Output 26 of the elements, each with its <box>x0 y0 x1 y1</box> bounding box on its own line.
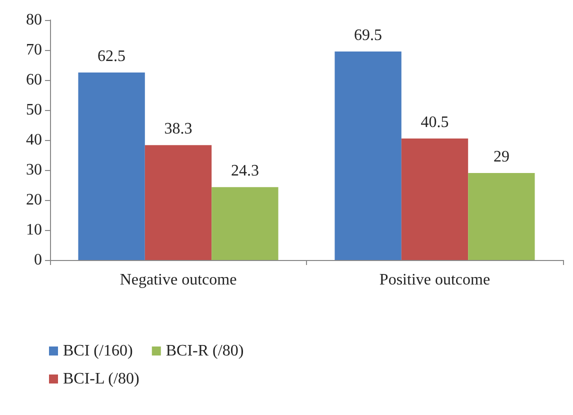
y-tick-label: 60 <box>26 72 42 88</box>
legend-label: BCI (/160) <box>63 342 133 360</box>
bar <box>212 187 278 260</box>
legend-label: BCI-L (/80) <box>63 370 140 388</box>
bar <box>468 173 535 260</box>
y-tick-label: 10 <box>26 222 42 238</box>
y-tick-label: 70 <box>26 42 42 58</box>
data-label: 29 <box>493 148 510 166</box>
data-label: 62.5 <box>98 48 126 65</box>
data-label: 24.3 <box>230 162 259 180</box>
x-tick-label: Positive outcome <box>379 272 490 288</box>
data-label: 69.5 <box>354 27 382 44</box>
y-tick-label: 20 <box>26 192 42 208</box>
bar <box>334 52 402 260</box>
data-label: 38.3 <box>164 120 192 138</box>
y-tick-label: 80 <box>26 12 42 28</box>
bar <box>144 145 212 260</box>
legend-label: BCI-R (/80) <box>166 342 244 360</box>
y-tick-label: 50 <box>26 102 42 118</box>
bar <box>78 72 145 260</box>
y-tick-label: 40 <box>26 132 42 148</box>
y-tick-label: 0 <box>34 252 42 268</box>
y-tick-label: 30 <box>26 162 42 178</box>
data-label: 40.5 <box>420 114 449 131</box>
bar <box>401 138 468 260</box>
x-tick-label: Negative outcome <box>120 272 237 288</box>
